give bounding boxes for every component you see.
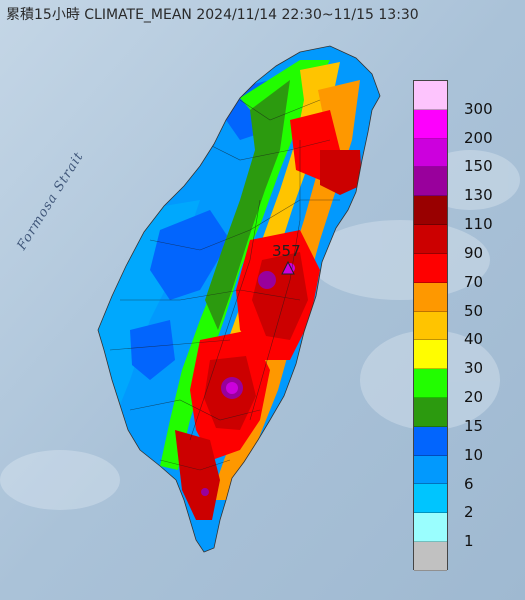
legend-swatch [414, 340, 447, 370]
legend-swatch [414, 196, 447, 226]
legend-label: 2 [464, 503, 474, 522]
map-title: 累積15小時 CLIMATE_MEAN 2024/11/14 22:30~11/… [6, 7, 419, 23]
legend-label: 130 [464, 186, 493, 205]
legend-swatch [414, 225, 447, 254]
legend-label: 300 [464, 99, 493, 118]
legend-swatch [414, 542, 447, 571]
legend-swatch [414, 397, 447, 427]
legend-swatch [414, 455, 447, 485]
legend-swatch [414, 253, 447, 283]
legend-swatch [414, 369, 447, 398]
legend-swatch [414, 81, 447, 110]
legend-label: 30 [464, 359, 484, 378]
legend-label: 1 [464, 532, 474, 551]
legend-label: 20 [464, 388, 484, 407]
legend-swatch [414, 109, 447, 139]
legend-swatch [414, 138, 447, 168]
legend-color-bar [413, 80, 448, 571]
legend-swatch [414, 513, 447, 542]
legend-swatch [414, 311, 447, 341]
legend-label: 70 [464, 272, 484, 291]
legend-swatch [414, 484, 447, 514]
legend-labels: 300 200 150 130 110 90 70 50 40 30 20 15 10 6 2 1 [452, 80, 512, 570]
legend-label: 200 [464, 128, 493, 147]
legend-label: 110 [464, 215, 493, 234]
legend-label: 6 [464, 474, 474, 493]
peak-value-label: 357 [272, 242, 301, 260]
legend-label: 50 [464, 301, 484, 320]
legend-label: 40 [464, 330, 484, 349]
legend-swatch [414, 426, 447, 456]
legend-label: 150 [464, 157, 493, 176]
legend-label: 10 [464, 445, 484, 464]
legend-label: 15 [464, 416, 484, 435]
peak-marker-icon [281, 260, 295, 275]
island-outline [97, 45, 381, 553]
legend-label: 90 [464, 243, 484, 262]
legend-swatch [414, 282, 447, 312]
legend-swatch [414, 167, 447, 197]
